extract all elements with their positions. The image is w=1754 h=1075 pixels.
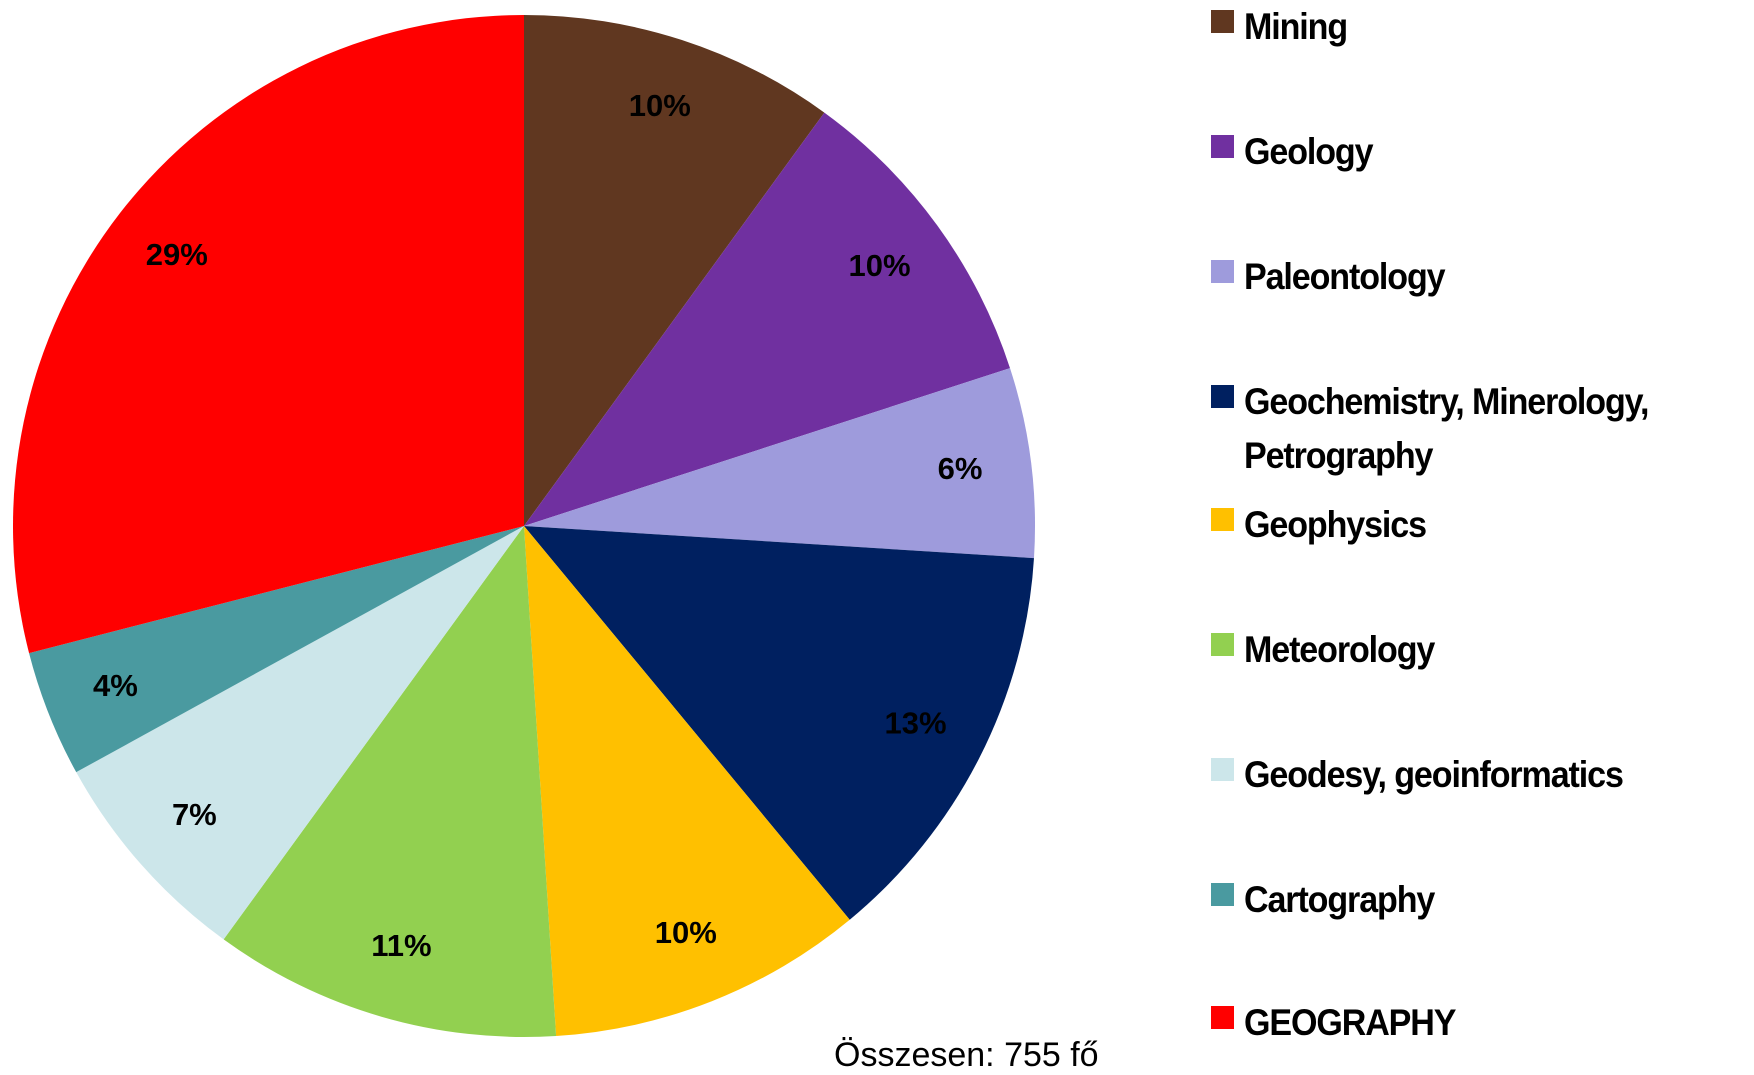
data-label: 29%: [146, 237, 208, 272]
legend-item: Geochemistry, Minerology, Petrography: [1211, 375, 1751, 483]
legend-item: Geophysics: [1211, 498, 1751, 552]
legend-label: Geophysics: [1244, 504, 1427, 545]
data-label: 10%: [655, 915, 717, 950]
legend-swatch: [1211, 10, 1234, 33]
data-label: 13%: [885, 706, 947, 741]
legend-swatch: [1211, 1006, 1234, 1029]
legend-label: Paleontology: [1244, 256, 1446, 297]
data-label: 10%: [629, 88, 691, 123]
chart: 10% 10% 6% 13% 10% 11% 7% 4% 29%: [13, 15, 1035, 1037]
legend-swatch: [1211, 758, 1234, 781]
legend-label: Geodesy, geoinformatics: [1244, 754, 1624, 795]
legend-label: GEOGRAPHY: [1244, 1002, 1456, 1043]
annotation: Összesen: 755 fő: [834, 1036, 1099, 1074]
legend-label: Geology: [1244, 131, 1374, 172]
pie-slice: [76, 526, 525, 940]
pie-slice: [524, 368, 1035, 559]
pie-slice: [223, 526, 557, 1037]
legend-label: Geochemistry, Minerology, Petrography: [1244, 381, 1649, 476]
legend-swatch: [1211, 135, 1234, 158]
legend-item: Meteorology: [1211, 623, 1751, 677]
legend-swatch: [1211, 633, 1234, 656]
data-label: 10%: [849, 248, 911, 283]
legend-label: Meteorology: [1244, 629, 1435, 670]
legend-label: Cartography: [1244, 879, 1435, 920]
pie-slice: [13, 15, 524, 654]
data-label: 6%: [938, 451, 983, 486]
legend-swatch: [1211, 883, 1234, 906]
data-label: 4%: [93, 668, 138, 703]
data-label: 7%: [172, 797, 217, 832]
pie-slice: [524, 526, 850, 1036]
legend-item: Geology: [1211, 125, 1751, 179]
legend-item: GEOGRAPHY: [1211, 996, 1751, 1050]
legend-swatch: [1211, 508, 1234, 531]
legend-swatch: [1211, 385, 1234, 408]
pie-slice: [524, 15, 825, 526]
legend-swatch: [1211, 260, 1234, 283]
legend-item: Geodesy, geoinformatics: [1211, 748, 1751, 802]
pie-slice: [524, 112, 1010, 526]
legend-item: Paleontology: [1211, 250, 1751, 304]
legend-label: Mining: [1244, 6, 1348, 47]
legend-item: Cartography: [1211, 873, 1751, 927]
pie-slice: [29, 526, 524, 773]
pie-slice: [524, 526, 1034, 920]
legend-item: Mining: [1211, 0, 1751, 54]
data-label: 11%: [371, 928, 431, 963]
